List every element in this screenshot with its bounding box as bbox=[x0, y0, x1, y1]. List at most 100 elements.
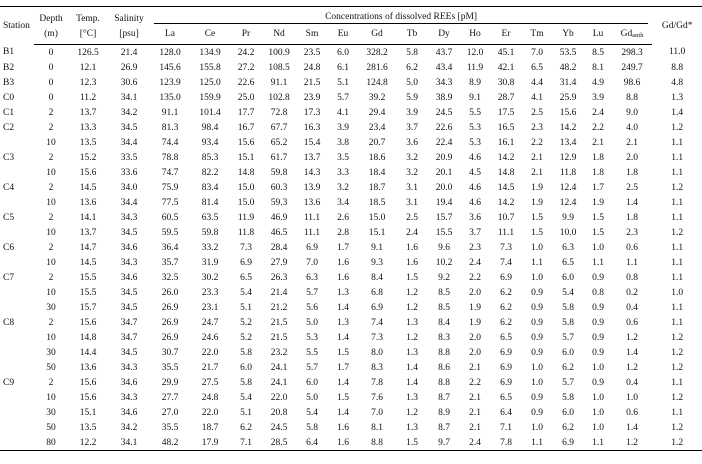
data-cell: 1.9 bbox=[531, 182, 543, 193]
data-cell: 12.3 bbox=[79, 77, 97, 88]
data-cell: 1.4 bbox=[406, 362, 418, 373]
data-cell: 1.2 bbox=[671, 227, 684, 238]
data-cell: 9.1 bbox=[469, 92, 481, 103]
station-cell bbox=[0, 255, 34, 270]
data-cell: 23.5 bbox=[303, 47, 321, 58]
data-cell: 1.0 bbox=[592, 242, 604, 253]
data-cell: 10 bbox=[46, 257, 56, 268]
data-cell: 34.3 bbox=[120, 212, 138, 223]
header-cell: Nd bbox=[262, 24, 296, 45]
data-cell: 159.9 bbox=[199, 92, 221, 103]
data-cell: 1.3 bbox=[337, 287, 349, 298]
data-cell: 7.4 bbox=[371, 317, 383, 328]
data-cell: 83.4 bbox=[201, 182, 219, 193]
header-cell: (m) bbox=[34, 24, 68, 45]
element-name: La bbox=[164, 29, 176, 39]
data-cell: 0.9 bbox=[531, 287, 543, 298]
data-cell: 38.9 bbox=[435, 92, 453, 103]
data-cell: 3.9 bbox=[337, 122, 349, 133]
data-cell: 21.2 bbox=[270, 302, 288, 313]
data-cell: 2.1 bbox=[469, 392, 481, 403]
data-cell: 6.2 bbox=[500, 302, 512, 313]
data-cell: 12.0 bbox=[466, 47, 484, 58]
element-name: Gd bbox=[371, 29, 383, 39]
data-cell: 1.8 bbox=[592, 152, 604, 163]
data-cell: 10.0 bbox=[559, 227, 577, 238]
data-cell: 8.3 bbox=[438, 332, 450, 343]
data-cell: 17.7 bbox=[237, 107, 255, 118]
data-cell: 2.2 bbox=[592, 122, 604, 133]
data-cell: 1.2 bbox=[626, 362, 638, 373]
data-cell: 8.8 bbox=[358, 435, 396, 451]
data-cell: 20.9 bbox=[435, 152, 453, 163]
data-cell: 30.8 bbox=[497, 77, 515, 88]
data-cell: 8.7 bbox=[438, 392, 450, 403]
data-cell: 2 bbox=[48, 242, 54, 253]
data-cell: 60.5 bbox=[161, 212, 179, 223]
header-cell: Pr bbox=[230, 24, 262, 45]
table-row: 10 15.5 34.5 26.0 23.3 5.4 21.4 5.7 1.3 6.8 1.2 8.5… bbox=[0, 285, 702, 300]
element-name: Tm bbox=[530, 29, 544, 39]
element-name: Sm bbox=[305, 29, 319, 39]
data-cell: 2 bbox=[48, 377, 54, 388]
data-cell: 34.5 bbox=[120, 227, 138, 238]
data-cell: 6.9 bbox=[500, 272, 512, 283]
data-cell: 12.4 bbox=[559, 182, 577, 193]
data-cell: 14.2 bbox=[497, 152, 515, 163]
data-cell: 5.7 bbox=[306, 287, 318, 298]
data-cell: 2.5 bbox=[626, 182, 638, 193]
header-cell: Ce bbox=[190, 24, 230, 45]
data-cell: 33.2 bbox=[201, 242, 219, 253]
data-cell: 13.5 bbox=[79, 137, 97, 148]
data-cell: 12.4 bbox=[559, 197, 577, 208]
data-cell: 7.3 bbox=[500, 242, 512, 253]
data-cell: 24.1 bbox=[270, 377, 288, 388]
data-cell: 6.5 bbox=[500, 332, 512, 343]
element-name: Er bbox=[501, 29, 511, 39]
data-cell: 0.6 bbox=[626, 317, 638, 328]
data-cell: 5.2 bbox=[240, 317, 252, 328]
station-cell: C7 bbox=[3, 272, 15, 283]
data-cell: 3.1 bbox=[406, 182, 418, 193]
data-cell: 8.5 bbox=[438, 287, 450, 298]
data-cell: 1.2 bbox=[671, 422, 684, 433]
element-name: Gd bbox=[620, 29, 633, 39]
data-cell: 11.1 bbox=[303, 227, 321, 238]
data-cell: 128.0 bbox=[159, 47, 181, 58]
data-cell: 1.1 bbox=[671, 137, 684, 148]
table-row: B2 0 12.1 26.9 145.6 155.8 27.2 108.5 24.8 6.1 281… bbox=[0, 60, 702, 75]
data-cell: 6.0 bbox=[562, 407, 574, 418]
data-cell: 1.3 bbox=[406, 347, 418, 358]
data-cell: 5.4 bbox=[306, 407, 318, 418]
data-cell: 7.4 bbox=[500, 257, 512, 268]
data-cell: 7.1 bbox=[500, 422, 512, 433]
header-cell: [psu] bbox=[108, 24, 150, 45]
data-cell: 0.9 bbox=[592, 347, 604, 358]
data-cell: 5.7 bbox=[306, 362, 318, 373]
header-cell: Er bbox=[490, 24, 522, 45]
table-row: C5 2 14.1 34.3 60.5 63.5 11.9 46.9 11.1 2.6 15.0 2.… bbox=[0, 210, 702, 225]
data-cell: 5.0 bbox=[406, 77, 418, 88]
data-cell: 50 bbox=[46, 362, 56, 373]
data-cell: 18.6 bbox=[368, 152, 386, 163]
data-cell: 1.4 bbox=[626, 347, 638, 358]
data-cell: 4.1 bbox=[531, 92, 543, 103]
data-cell: 3.5 bbox=[337, 152, 349, 163]
data-cell: 5.1 bbox=[240, 407, 252, 418]
table-row: C0 0 11.2 34.1 135.0 159.9 25.0 102.8 23.9 5.7 39.… bbox=[0, 90, 702, 105]
data-cell: 2 bbox=[48, 182, 54, 193]
data-cell: 8.8 bbox=[438, 347, 450, 358]
data-cell: 77.5 bbox=[161, 197, 179, 208]
data-cell: 16.3 bbox=[303, 122, 321, 133]
data-cell: 5.8 bbox=[562, 317, 574, 328]
data-cell: 11.9 bbox=[466, 62, 484, 73]
data-cell: 281.6 bbox=[366, 62, 388, 73]
data-cell: 20.1 bbox=[435, 167, 453, 178]
data-cell: 5.4 bbox=[562, 287, 574, 298]
header-cell: Temp. bbox=[68, 6, 108, 24]
data-cell: 5.6 bbox=[306, 302, 318, 313]
data-cell: 22.0 bbox=[201, 347, 219, 358]
data-cell: 6.2 bbox=[500, 287, 512, 298]
header-cell: Dy bbox=[428, 24, 460, 45]
data-cell: 15.1 bbox=[237, 152, 255, 163]
